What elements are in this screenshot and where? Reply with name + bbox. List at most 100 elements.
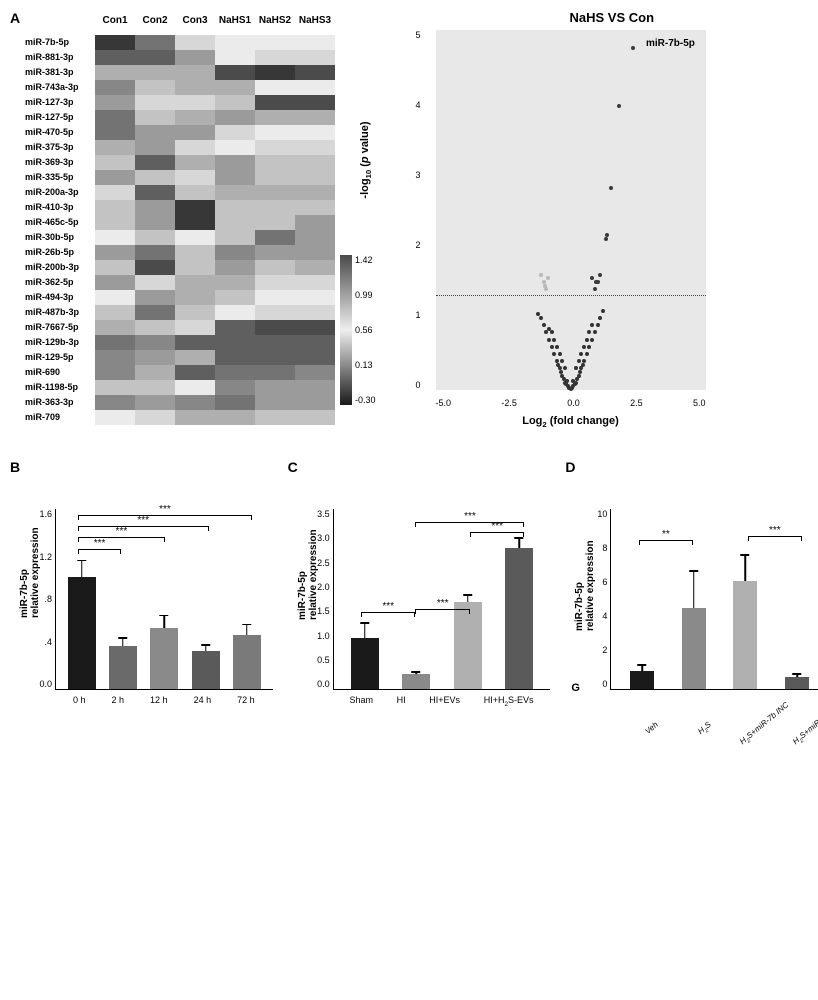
- significance-label: ***: [769, 525, 781, 536]
- heatmap-row: [95, 290, 335, 305]
- heatmap-row: [95, 170, 335, 185]
- heatmap-cell: [135, 290, 175, 305]
- heatmap-row: [95, 35, 335, 50]
- heatmap-row: [95, 140, 335, 155]
- heatmap-cell: [215, 410, 255, 425]
- heatmap-cell: [135, 320, 175, 335]
- volcano-yticks: 543210: [416, 30, 421, 390]
- heatmap-cell: [215, 380, 255, 395]
- heatmap-cell: [175, 395, 215, 410]
- heatmap-cell: [215, 35, 255, 50]
- heatmap-cell: [95, 80, 135, 95]
- volcano-point: [560, 359, 564, 363]
- heatmap-cell: [255, 410, 295, 425]
- bar-ytick: 1.5: [306, 606, 330, 616]
- bar-ytick: 0.0: [306, 679, 330, 689]
- significance-bracket: ***: [415, 609, 470, 610]
- volcano-point: [558, 366, 562, 370]
- heatmap-cell: [255, 260, 295, 275]
- heatmap-row: [95, 410, 335, 425]
- volcano-point: [593, 287, 597, 291]
- heatmap-row: [95, 200, 335, 215]
- heatmap-cell: [95, 245, 135, 260]
- heatmap-cell: [215, 170, 255, 185]
- heatmap-cell: [255, 35, 295, 50]
- volcano-point: [575, 377, 579, 381]
- heatmap-container: miR-7b-5pmiR-881-3pmiR-381-3pmiR-743a-3p…: [10, 10, 376, 429]
- bar-ytick: 0: [583, 679, 607, 689]
- heatmap-cell: [215, 95, 255, 110]
- significance-label: ***: [464, 511, 476, 522]
- panel-b: B miR-7b-5prelative expression 0.0.4.81.…: [10, 489, 273, 732]
- heatmap-row-label: miR-200b-3p: [25, 260, 95, 275]
- heatmap-cell: [175, 140, 215, 155]
- heatmap-cell: [255, 95, 295, 110]
- heatmap-cell: [135, 335, 175, 350]
- bar-xtick: HI: [397, 695, 406, 708]
- error-bar: [745, 554, 747, 581]
- error-bar: [81, 560, 83, 577]
- heatmap-cell: [255, 380, 295, 395]
- heatmap-cell: [175, 65, 215, 80]
- volcano-point: [605, 233, 609, 237]
- heatmap-cell: [255, 335, 295, 350]
- heatmap-cell: [295, 290, 335, 305]
- bar-b-yticks: 0.0.4.81.21.6: [28, 509, 52, 689]
- volcano-xtick: 0.0: [567, 398, 580, 408]
- heatmap-cell: [135, 215, 175, 230]
- heatmap-cell: [295, 95, 335, 110]
- bar-d-yticks: 0246810: [583, 509, 607, 689]
- colorbar-tick: 0.13: [355, 360, 376, 370]
- bar-ytick: 2.0: [306, 582, 330, 592]
- heatmap-cell: [215, 215, 255, 230]
- heatmap-row: [95, 305, 335, 320]
- bar-xtick: H2S+miR-7b inhibitor: [791, 720, 818, 748]
- heatmap-row-label: miR-375-3p: [25, 140, 95, 155]
- volcano-xtick: -5.0: [436, 398, 452, 408]
- volcano-point: [560, 374, 564, 378]
- bar-b-plot: 0.0.4.81.21.6 ************: [55, 509, 273, 690]
- bar-xtick: Veh: [631, 720, 661, 748]
- heatmap-row-labels: miR-7b-5pmiR-881-3pmiR-381-3pmiR-743a-3p…: [25, 15, 95, 425]
- significance-label: ***: [94, 538, 106, 549]
- volcano-point: [579, 352, 583, 356]
- heatmap-row: [95, 65, 335, 80]
- heatmap-cell: [175, 125, 215, 140]
- bar: [682, 608, 706, 689]
- heatmap-cell: [95, 335, 135, 350]
- bar-xtick: 72 h: [237, 695, 255, 705]
- heatmap-row-label: miR-381-3p: [25, 65, 95, 80]
- volcano-point: [571, 379, 575, 383]
- heatmap-cell: [135, 275, 175, 290]
- heatmap-cell: [95, 230, 135, 245]
- heatmap-col-label: NaHS1: [215, 15, 255, 35]
- bar: [68, 577, 96, 690]
- heatmap-cell: [175, 245, 215, 260]
- heatmap-row-label: miR-470-5p: [25, 125, 95, 140]
- heatmap-cell: [255, 200, 295, 215]
- heatmap-cell: [135, 410, 175, 425]
- heatmap-cell: [295, 110, 335, 125]
- error-bar: [122, 637, 124, 646]
- volcano-point: [609, 186, 613, 190]
- error-bar: [205, 644, 207, 651]
- heatmap-cell: [295, 365, 335, 380]
- volcano-xticks: -5.0-2.50.02.55.0: [436, 398, 706, 408]
- heatmap-cell: [135, 245, 175, 260]
- heatmap-cell: [215, 395, 255, 410]
- heatmap-row-label: miR-129b-3p: [25, 335, 95, 350]
- heatmap-cell: [295, 335, 335, 350]
- heatmap-col-label: NaHS3: [295, 15, 335, 35]
- heatmap-cell: [95, 35, 135, 50]
- volcano-point: [594, 280, 598, 284]
- heatmap-cell: [175, 35, 215, 50]
- heatmap-row-label: miR-709: [25, 410, 95, 425]
- panel-d-label: D: [565, 459, 575, 475]
- heatmap-row: [95, 335, 335, 350]
- volcano-point: [556, 363, 560, 367]
- bar-d-plot: 0246810 G *****: [610, 509, 818, 690]
- heatmap-cell: [95, 260, 135, 275]
- heatmap-cell: [215, 305, 255, 320]
- heatmap-row-label: miR-7b-5p: [25, 35, 95, 50]
- heatmap-cell: [295, 380, 335, 395]
